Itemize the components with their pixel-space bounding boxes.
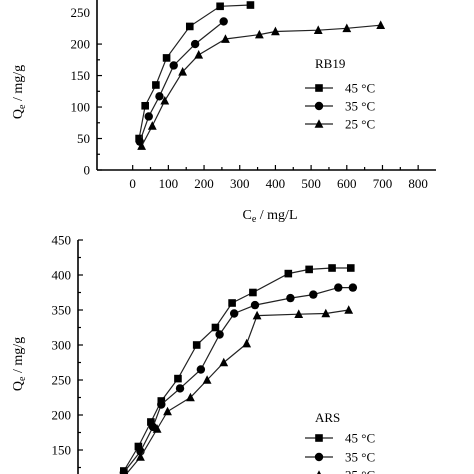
top-y-tick-label: 250 xyxy=(71,5,91,20)
bottom-point-circle xyxy=(215,330,224,339)
bottom-legend-label: 35 °C xyxy=(345,450,375,465)
top-point-square xyxy=(246,1,255,9)
top-y-tick-label: 50 xyxy=(77,131,90,146)
bottom-chart-panel: Qe / mg/g 150 200 250 300 350 400 450 ARS 45 °C 3… xyxy=(11,233,375,474)
bottom-point-square xyxy=(346,264,355,272)
bottom-point-circle xyxy=(334,283,343,292)
top-point-circle xyxy=(144,112,153,121)
bottom-point-triangle xyxy=(123,469,129,474)
bottom-point-square xyxy=(328,264,336,272)
bottom-point-triangle xyxy=(219,357,229,367)
bottom-point-square xyxy=(211,323,220,332)
top-x-tick-label: 100 xyxy=(159,176,179,191)
top-chart-panel: Qe / mg/g Ce / mg/L 0 50 100 150 200 250 0 100 2… xyxy=(11,0,436,225)
top-point-triangle xyxy=(221,34,230,43)
top-point-triangle xyxy=(254,29,264,39)
bottom-legend-label: 25 °C xyxy=(345,468,375,474)
top-point-triangle xyxy=(194,49,204,59)
bottom-point-circle xyxy=(157,400,166,409)
bottom-point-circle xyxy=(286,293,295,303)
top-legend-marker-circle xyxy=(314,101,324,111)
bottom-legend-marker-square xyxy=(315,434,323,442)
bottom-point-triangle xyxy=(186,392,195,402)
bottom-y-axis-title: Qe / mg/g xyxy=(11,337,28,391)
top-x-tick-label: 600 xyxy=(337,176,357,191)
top-x-tick-label: 0 xyxy=(129,176,136,191)
top-legend-marker-triangle xyxy=(314,119,324,128)
top-y-axis-title: Qe / mg/g xyxy=(11,65,28,119)
bottom-point-square xyxy=(192,341,201,349)
top-point-triangle xyxy=(342,23,352,33)
top-x-axis-title: Ce / mg/L xyxy=(242,208,297,225)
bottom-legend-title: ARS xyxy=(315,410,340,425)
top-point-triangle xyxy=(178,66,188,76)
top-point-triangle xyxy=(313,25,323,35)
bottom-point-triangle xyxy=(294,309,304,318)
top-point-circle xyxy=(190,39,200,49)
top-legend-label: 35 °C xyxy=(345,99,375,114)
bottom-point-triangle xyxy=(163,406,172,416)
top-y-tick-label: 0 xyxy=(84,163,91,178)
top-point-triangle xyxy=(271,26,280,36)
bottom-point-square xyxy=(147,418,155,426)
top-series-line-circle xyxy=(139,20,225,142)
bottom-point-circle xyxy=(309,290,318,299)
bottom-legend-label: 45 °C xyxy=(345,431,375,446)
top-legend-label: 25 °C xyxy=(345,117,375,132)
bottom-legend-marker-circle xyxy=(314,452,324,462)
bottom-point-triangle xyxy=(252,310,262,320)
top-x-tick-label: 300 xyxy=(230,176,250,191)
bottom-point-triangle xyxy=(344,305,354,314)
bottom-point-triangle xyxy=(321,308,331,318)
top-point-square xyxy=(141,101,149,110)
bottom-y-tick-label: 150 xyxy=(52,443,72,458)
bottom-point-triangle xyxy=(136,452,145,461)
bottom-y-tick-label: 200 xyxy=(52,408,72,423)
top-point-circle xyxy=(155,92,164,101)
top-legend-title: RB19 xyxy=(315,56,345,71)
bottom-series-line-circle xyxy=(121,287,353,474)
top-point-circle xyxy=(219,17,228,26)
bottom-point-circle xyxy=(175,384,185,393)
top-x-tick-label: 400 xyxy=(266,176,286,191)
top-point-square xyxy=(185,22,194,31)
bottom-y-tick-label: 450 xyxy=(52,233,72,248)
top-point-square xyxy=(216,2,224,11)
top-y-tick-label: 100 xyxy=(71,100,91,115)
bottom-y-tick-label: 350 xyxy=(52,303,72,318)
top-legend-label: 45 °C xyxy=(345,81,375,96)
bottom-point-square xyxy=(228,299,236,307)
top-point-triangle xyxy=(147,121,157,130)
top-x-tick-label: 500 xyxy=(301,176,321,191)
bottom-point-triangle xyxy=(152,424,162,433)
top-y-tick-label: 200 xyxy=(71,37,91,52)
top-point-triangle xyxy=(160,95,170,105)
bottom-point-square xyxy=(174,374,182,383)
bottom-y-tick-label: 250 xyxy=(52,373,72,388)
top-x-tick-label: 700 xyxy=(373,176,393,191)
bottom-y-tick-label: 400 xyxy=(52,268,72,283)
top-point-square xyxy=(152,81,160,89)
bottom-point-circle xyxy=(348,283,358,292)
top-legend-marker-square xyxy=(315,84,323,92)
top-point-circle xyxy=(169,61,178,70)
bottom-legend-marker-triangle xyxy=(317,470,321,474)
bottom-point-triangle xyxy=(202,375,212,384)
bottom-y-tick-label: 300 xyxy=(52,338,72,353)
top-x-tick-label: 800 xyxy=(408,176,428,191)
top-point-triangle xyxy=(137,141,147,150)
bottom-point-square xyxy=(134,442,143,451)
bottom-point-circle xyxy=(229,309,239,318)
bottom-point-square xyxy=(305,265,313,274)
top-point-square xyxy=(162,54,171,62)
bottom-point-square xyxy=(284,269,293,278)
top-point-triangle xyxy=(376,20,386,29)
bottom-point-triangle xyxy=(242,338,252,348)
bottom-point-square xyxy=(249,288,257,297)
top-x-tick-label: 200 xyxy=(194,176,214,191)
bottom-point-circle xyxy=(196,365,206,374)
bottom-point-circle xyxy=(250,300,260,310)
top-y-tick-label: 150 xyxy=(71,68,91,83)
